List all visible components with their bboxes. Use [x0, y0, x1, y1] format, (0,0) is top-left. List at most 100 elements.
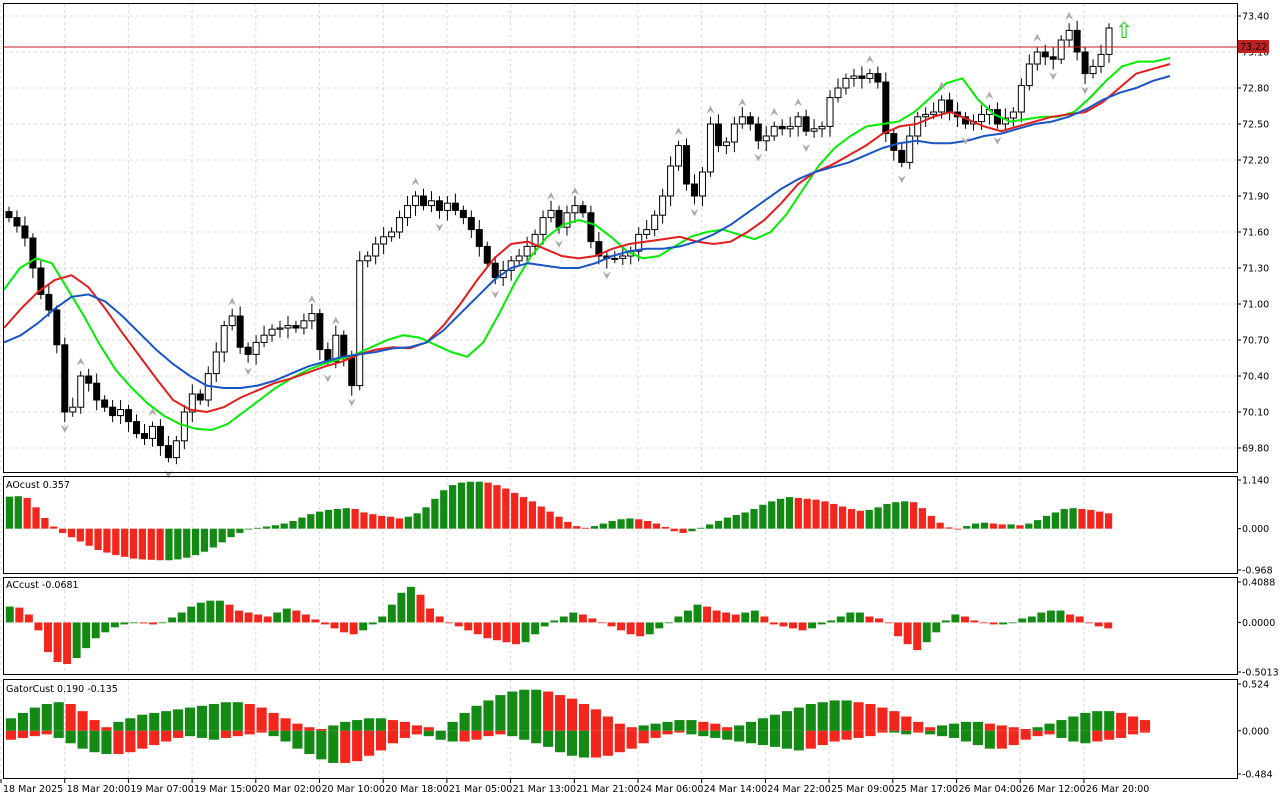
candle-body: [659, 195, 667, 216]
time-tick-label: 19 Mar 15:00: [194, 784, 257, 795]
gator-lower-bar: [352, 730, 363, 762]
histogram-bar: [732, 515, 740, 529]
gator-lower-bar: [447, 730, 458, 742]
gator-upper-bar: [531, 689, 542, 731]
histogram-bar: [200, 528, 209, 552]
histogram-bar: [951, 614, 960, 623]
histogram-bar: [445, 622, 454, 624]
histogram-bar: [24, 614, 33, 623]
histogram-bar: [874, 507, 882, 529]
gator-lower-bar: [638, 730, 649, 744]
candle-body: [53, 309, 61, 346]
histogram-bar: [342, 508, 350, 529]
price-panel[interactable]: 73.4073.1072.8072.5072.2071.9071.6071.30…: [3, 12, 1269, 479]
candle-body: [890, 133, 898, 151]
candle-body: [531, 233, 539, 247]
histogram-bar: [779, 622, 788, 627]
fractal-down-icon: [1049, 72, 1058, 80]
histogram-bar: [1008, 622, 1017, 624]
ac-panel[interactable]: 0.4088 0.0000 -0.5013 ACcust -0.0681: [5, 578, 1279, 679]
fractal-up-icon: [1065, 12, 1074, 20]
histogram-bar: [50, 526, 58, 529]
candle-body: [938, 99, 946, 113]
candle-body: [866, 73, 874, 79]
histogram-bar: [608, 520, 616, 529]
gator-lower-bar: [913, 730, 924, 733]
gator-upper-bar: [913, 721, 924, 731]
histogram-bar: [44, 622, 52, 653]
gator-panel[interactable]: 0.524 0.000 -0.484 GatorCust 0.190 -0.135: [5, 680, 1273, 781]
gator-upper-bar: [841, 700, 852, 731]
histogram-bar: [626, 622, 635, 635]
gator-lower-bar: [1139, 730, 1151, 733]
candle-body: [595, 241, 603, 257]
gator-lower-bar: [220, 730, 231, 738]
histogram-bar: [183, 528, 191, 558]
gator-lower-bar: [984, 730, 995, 749]
gator-lower-bar: [65, 730, 76, 744]
candle-body: [427, 200, 435, 207]
gator-upper-bar: [519, 689, 530, 731]
histogram-bar: [168, 617, 177, 623]
histogram-bar: [971, 523, 980, 529]
histogram-bar: [540, 622, 549, 627]
candle-body: [1041, 51, 1049, 58]
fractal-up-icon: [985, 91, 994, 100]
fractal-down-icon: [602, 271, 611, 280]
candle-body: [667, 165, 675, 197]
gator-lower-bar: [161, 730, 172, 742]
time-tick-label: 25 Mar 17:00: [895, 784, 958, 795]
price-tick-label: 72.80: [1242, 84, 1269, 95]
fractal-down-icon: [1081, 86, 1090, 95]
axis-tick-label: 0.000: [1242, 524, 1269, 535]
candle-body: [21, 225, 29, 239]
histogram-bar: [53, 622, 62, 662]
gator-upper-bar: [125, 718, 136, 731]
gator-upper-bar: [89, 720, 100, 731]
price-tick-label: 71.00: [1242, 300, 1269, 311]
histogram-bar: [1042, 515, 1051, 529]
candle-body: [244, 346, 252, 355]
histogram-bar: [91, 622, 100, 639]
histogram-bar: [227, 528, 235, 538]
histogram-bar: [34, 622, 43, 631]
gator-lower-bar: [304, 730, 315, 754]
histogram-bar: [590, 526, 599, 529]
histogram-bar: [555, 516, 563, 529]
histogram-bar: [103, 528, 111, 553]
gator-lower-bar: [196, 730, 208, 738]
histogram-bar: [714, 520, 723, 529]
histogram-bar: [58, 528, 67, 533]
gator-upper-bar: [972, 721, 983, 731]
candle-body: [1105, 27, 1113, 55]
gator-lower-bar: [805, 730, 816, 749]
histogram-bar: [330, 622, 339, 629]
gator-upper-bar: [399, 721, 410, 731]
histogram-bar: [158, 622, 167, 624]
candle-body: [762, 135, 770, 142]
histogram-bar: [808, 622, 817, 629]
gator-upper-bar: [423, 727, 434, 731]
histogram-bar: [5, 606, 14, 623]
gator-upper-bar: [1068, 716, 1079, 731]
histogram-bar: [750, 610, 759, 623]
histogram-bar: [693, 604, 702, 623]
candle-body: [818, 125, 826, 130]
ao-panel[interactable]: 1.140 0.000 -0.968 AOcust 0.357: [5, 476, 1273, 577]
histogram-bar: [101, 622, 110, 633]
gator-histogram: [5, 689, 1151, 763]
gator-upper-bar: [375, 718, 387, 731]
candle-body: [698, 171, 706, 197]
gator-lower-bar: [817, 730, 828, 746]
gator-upper-bar: [1008, 727, 1019, 731]
histogram-bar: [531, 622, 540, 635]
gator-lower-bar: [578, 730, 590, 758]
gator-lower-bar: [650, 730, 661, 738]
histogram-bar: [706, 524, 714, 529]
candle-body: [523, 245, 531, 257]
histogram-bar: [760, 616, 769, 623]
gator-lower-bar: [757, 730, 769, 746]
fractal-down-icon: [897, 175, 906, 184]
